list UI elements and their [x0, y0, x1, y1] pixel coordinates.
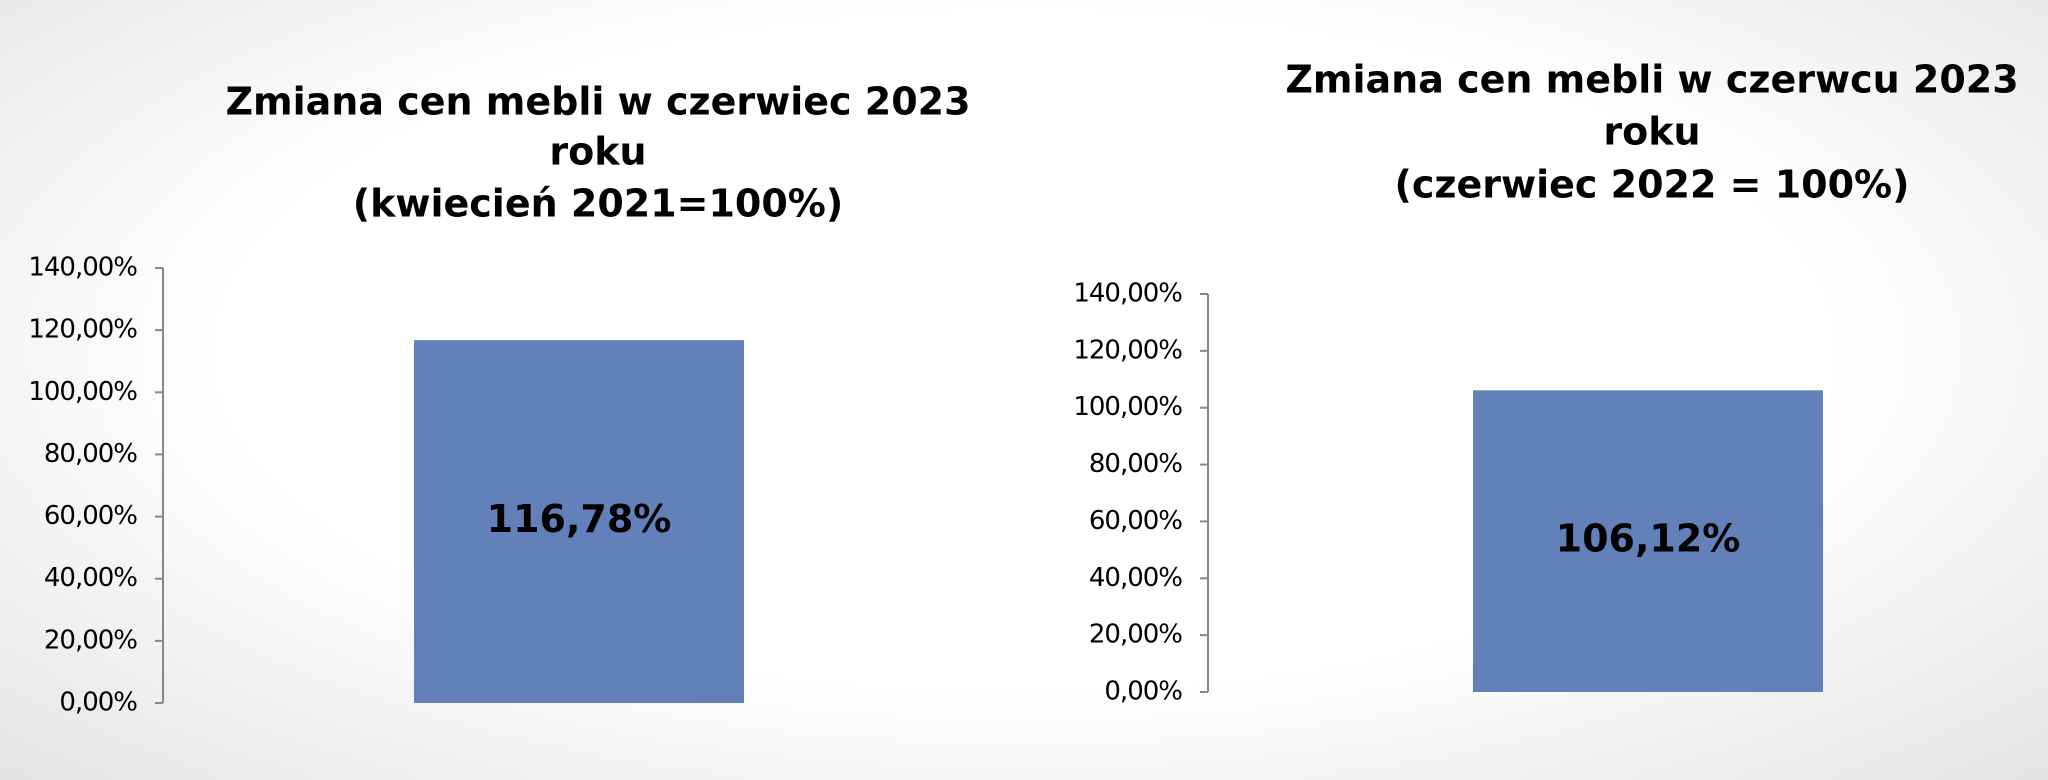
y-tick-label: 140,00%: [28, 253, 137, 283]
y-tick-label: 60,00%: [44, 501, 137, 531]
y-tick-label: 20,00%: [1089, 620, 1182, 650]
chart-title: Zmiana cen mebli w czerwcu 2023: [1285, 58, 2018, 102]
chart-title: (kwiecień 2021=100%): [353, 182, 844, 226]
y-tick-label: 40,00%: [1089, 563, 1182, 593]
y-tick-label: 100,00%: [1073, 392, 1182, 422]
chart-title: roku: [549, 130, 646, 174]
y-tick-label: 100,00%: [28, 377, 137, 407]
y-tick-label: 40,00%: [44, 563, 137, 593]
bar: [414, 340, 744, 703]
y-tick-label: 60,00%: [1089, 506, 1182, 536]
y-tick-label: 80,00%: [1089, 449, 1182, 479]
y-tick-label: 0,00%: [59, 688, 137, 718]
y-tick-label: 0,00%: [1104, 677, 1182, 707]
data-label: 106,12%: [1556, 517, 1741, 561]
y-tick-label: 140,00%: [1073, 279, 1182, 309]
bar: [1473, 390, 1823, 692]
y-tick-label: 20,00%: [44, 625, 137, 655]
y-tick-label: 80,00%: [44, 439, 137, 469]
y-tick-label: 120,00%: [1073, 335, 1182, 365]
chart-title: roku: [1603, 110, 1700, 154]
y-tick-label: 120,00%: [28, 315, 137, 345]
chart-title: Zmiana cen mebli w czerwiec 2023: [225, 80, 970, 124]
data-label: 116,78%: [487, 497, 672, 541]
chart-title: (czerwiec 2022 = 100%): [1394, 163, 1909, 207]
